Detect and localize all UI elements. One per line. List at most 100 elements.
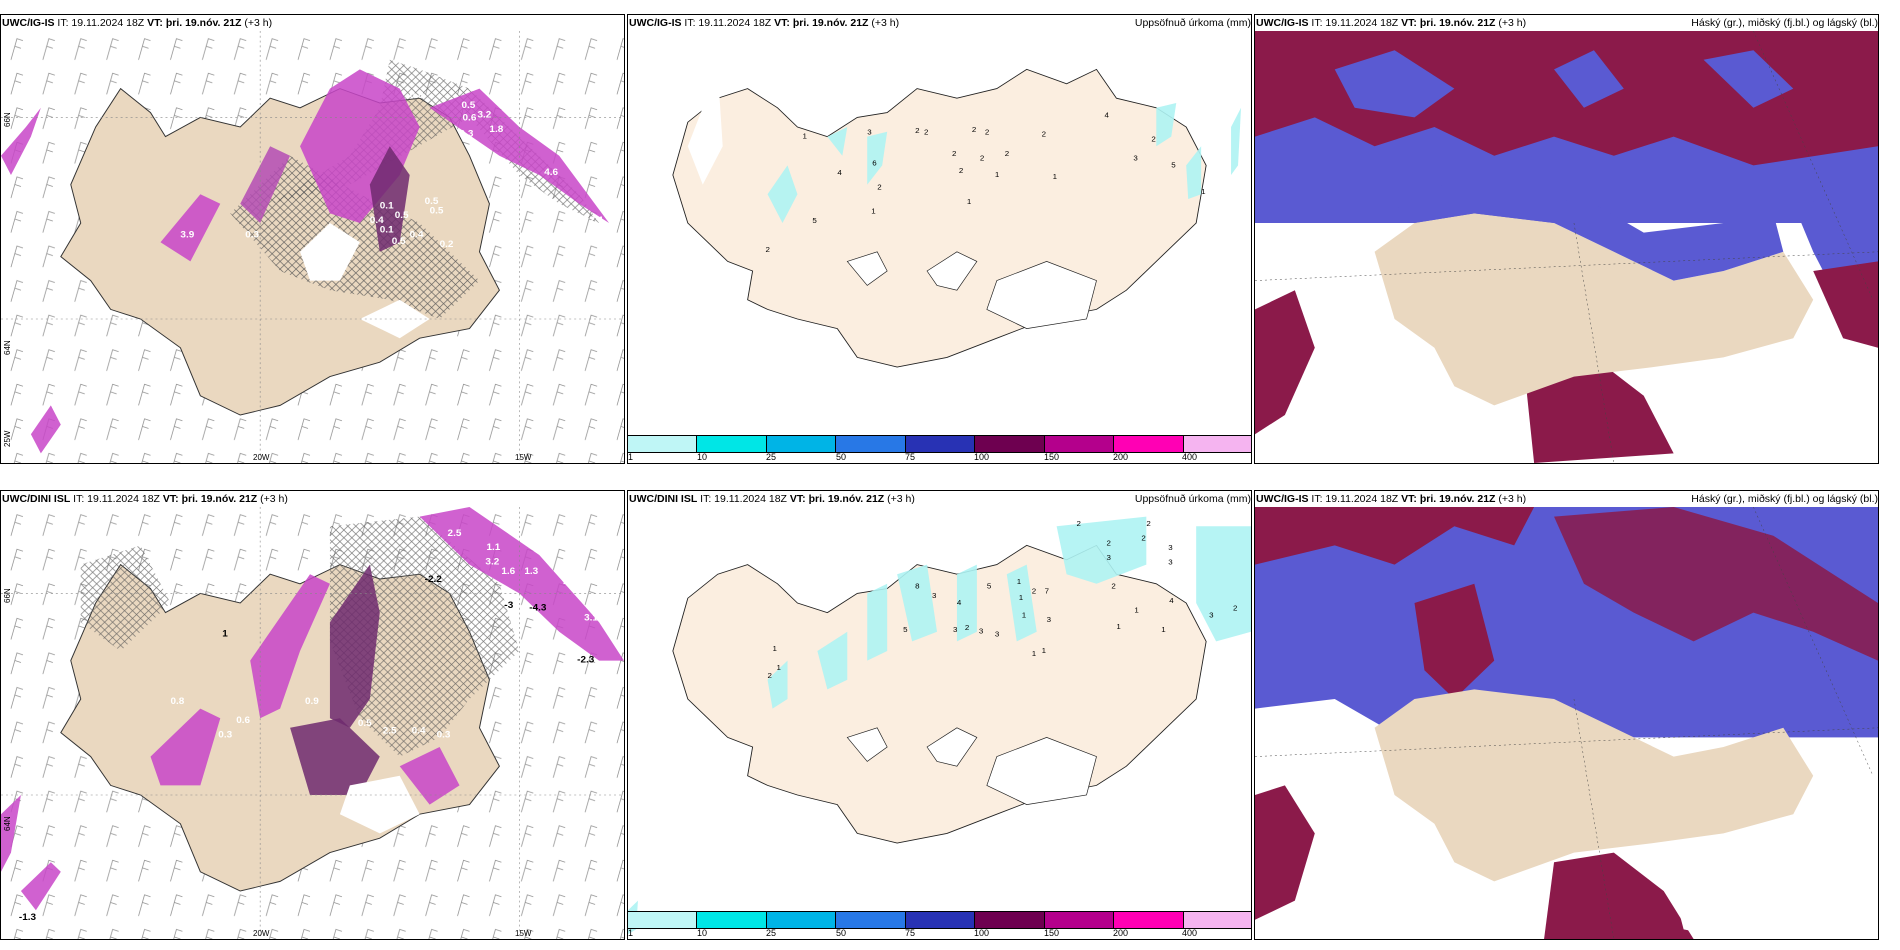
valid-label: VT: [1401,493,1417,505]
panel-header: UWC/IG-IS IT: 19.11.2024 18Z VT: þri. 19… [1255,491,1878,507]
lon-label-15w: 15W [515,929,532,938]
precip-label: 2 [1146,519,1150,528]
precip-label: 5 [903,625,908,634]
legend-swatch [905,436,976,452]
precip-label: 3 [1168,558,1172,567]
precip-label: 8 [915,582,919,591]
legend-ticks: 1 10 25 50 75 100 150 200 400 [628,928,1251,939]
wind-temp-map-igis: 0.8 0.5 0.6 0.3 3.2 4.6 1.8 0.5 0.5 0.4 … [1,31,624,463]
legend-swatch [697,436,767,452]
map-panel-top-middle: 1 3 2 2 2 2 2 4 2 3 5 1 4 6 2 2 2 1 1 2 … [627,14,1252,464]
legend-swatch [975,436,1045,452]
legend-swatch [1044,436,1115,452]
temp-label: -3 [504,600,513,611]
precip-label: 7 [1045,587,1049,596]
precip-label: 3 [1168,543,1172,552]
valid-label: VT: [147,17,163,29]
temp-label: 1.6 [599,201,613,212]
legend-swatch [628,436,698,452]
precip-label: 2 [1032,587,1036,596]
precip-label: 1 [871,207,875,216]
precip-label: 1 [1022,611,1026,620]
panel-header: UWC/IG-IS IT: 19.11.2024 18Z VT: þri. 19… [1255,15,1878,31]
lead-time: (+3 h) [887,493,915,505]
valid-time: þri. 19.nóv. 21Z [808,493,885,505]
precip-label: 5 [812,216,817,225]
lead-time: (+3 h) [1498,493,1527,505]
model-name: UWC/IG-IS [1256,493,1309,505]
precip-label: 2 [1141,534,1145,543]
panel-header: UWC/IG-IS IT: 19.11.2024 18Z VT: þri. 19… [628,15,1251,31]
legend-swatch [905,912,976,928]
valid-time: þri. 19.nóv. 21Z [1419,17,1496,29]
legend-tick: 200 [1113,928,1129,938]
precip-label: 2 [1077,519,1081,528]
legend-tick: 75 [905,928,916,938]
legend-swatch [1114,436,1184,452]
temp-label: 0.1 [380,201,394,212]
precip-label: 2 [1005,149,1009,158]
temp-label: 0.4 [370,215,384,226]
legend-tick: 400 [1182,928,1198,938]
temp-label: 2.5 [448,528,462,539]
temp-label: 1.3 [524,566,538,577]
precip-label: 1 [967,197,971,206]
legend-tick: 25 [766,928,777,938]
temp-label: 1.8 [489,124,503,135]
temp-label: 0.4 [412,726,426,737]
temp-label: 0.3 [307,249,321,260]
temp-label: 0.3 [218,730,232,741]
legend-tick: 10 [697,928,708,938]
temp-label: 0.5 [425,196,439,207]
precip-label: 1 [1161,625,1165,634]
precip-label: 3 [932,591,936,600]
legend-swatch [836,912,906,928]
temp-label: 1.6 [501,566,515,577]
precip-label: 2 [1042,130,1046,139]
model-name: UWC/IG-IS [2,17,55,29]
temp-label: 0.8 [170,696,184,707]
valid-label: VT: [789,493,806,505]
temp-label: -1.3 [19,912,37,923]
legend-tick: 50 [836,452,847,462]
precip-label: 2 [768,671,772,680]
precip-labels: 1 3 2 2 2 2 2 4 2 3 5 1 4 6 2 2 2 1 1 2 … [766,111,1206,254]
precip-label: 2 [952,149,956,158]
temp-label: 0.5 [430,206,444,217]
precip-label: 2 [877,183,881,192]
precip-label: 3 [979,627,983,636]
lead-time: (+3 h) [244,17,273,29]
precip-label: 2 [766,245,770,254]
init-time: IT: 19.11.2024 18Z [684,17,772,29]
valid-time: þri. 19.nóv. 21Z [181,493,258,505]
lat-label-64n: 64N [3,340,12,355]
legend-swatch [1183,436,1251,452]
precip-label: 1 [1116,622,1120,631]
precip-legend: 1 10 25 50 75 100 150 200 400 [628,435,1251,463]
precip-label: 2 [1111,582,1115,591]
valid-label: VT: [162,493,179,505]
legend-ticks: 1 10 25 50 75 100 150 200 400 [628,452,1251,463]
lead-time: (+3 h) [1498,17,1527,29]
precip-label: 4 [1104,111,1109,120]
precip-legend: 1 10 25 50 75 100 150 200 400 [628,911,1251,939]
temp-label: 2.4 [589,215,603,226]
legend-tick: 1 [628,452,634,462]
model-name: UWC/DINI ISL [629,493,698,505]
temp-label: 0.5 [358,718,372,729]
temp-label: 0.3 [245,230,259,241]
precip-label: 2 [924,128,928,137]
legend-tick: 150 [1044,452,1060,462]
precip-label: 1 [1017,577,1021,586]
precip-label: 1 [1032,649,1036,658]
init-time: IT: 19.11.2024 18Z [73,493,160,505]
precip-label: 3 [867,128,871,137]
precip-label: 2 [985,128,989,137]
precip-label: 3 [1047,615,1051,624]
cloud-map-dini [1255,507,1878,939]
precip-label: 5 [1171,160,1176,169]
temp-label: 0.6 [463,112,477,123]
precip-label: 2 [980,154,984,163]
temp-label: 0.4 [410,230,424,241]
valid-time: þri. 19.nóv. 21Z [165,17,242,29]
